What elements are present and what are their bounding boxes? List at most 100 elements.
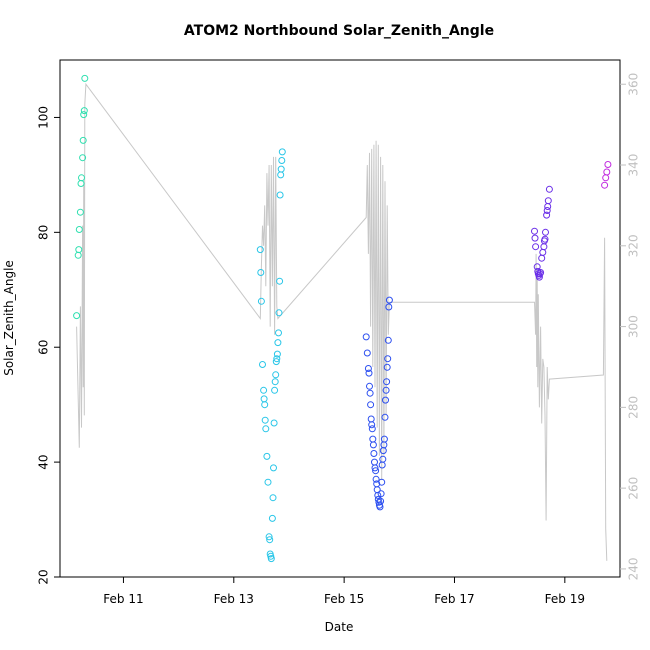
x-tick-label: Feb 17 [434, 592, 474, 606]
data-point-series-2 [260, 395, 268, 403]
data-point-series-3 [372, 475, 380, 483]
data-point-series-3 [374, 491, 382, 499]
data-point-series-3 [385, 296, 393, 304]
data-point-series-3 [366, 389, 374, 397]
data-point-series-4 [542, 228, 549, 236]
data-point-series-2 [272, 358, 280, 366]
data-point-series-5 [604, 161, 612, 168]
data-point-series-4 [544, 197, 552, 205]
data-point-series-3 [379, 455, 387, 463]
data-point-series-2 [276, 277, 284, 285]
data-point-series-2 [275, 329, 282, 337]
data-point-series-2 [270, 464, 277, 472]
data-point-series-3 [369, 435, 377, 443]
y-axis-title: Solar_Zenith_Angle [2, 260, 16, 376]
data-point-series-2 [273, 355, 281, 363]
data-point-series-4 [541, 235, 549, 243]
y-tick-label: 20 [37, 569, 51, 584]
data-point-series-3 [371, 464, 379, 472]
data-point-series-1 [75, 226, 83, 233]
data-point-series-3 [383, 363, 391, 371]
data-point-series-4 [543, 211, 551, 219]
data-point-series-4 [540, 243, 548, 251]
data-point-series-5 [603, 168, 611, 176]
data-point-series-1 [74, 251, 82, 259]
data-point-series-3 [369, 441, 377, 449]
data-point-series-3 [362, 333, 370, 341]
data-point-series-2 [262, 425, 270, 433]
data-point-series-3 [383, 378, 391, 386]
track-line [76, 82, 608, 561]
data-point-series-4 [537, 269, 545, 276]
data-point-series-2 [273, 350, 281, 358]
gps-track-line [76, 82, 608, 561]
data-point-series-2 [278, 148, 286, 156]
data-point-series-1 [81, 74, 89, 82]
x-tick-label: Feb 11 [103, 592, 143, 606]
y-tick-label: 40 [37, 454, 51, 469]
data-point-series-2 [257, 297, 265, 305]
data-point-series-3 [366, 382, 373, 390]
data-point-series-1 [80, 111, 88, 119]
data-point-series-3 [380, 435, 388, 443]
data-point-series-3 [363, 349, 371, 357]
data-point-series-2 [271, 378, 279, 386]
data-point-series-2 [263, 452, 271, 460]
data-point-series-4 [531, 227, 538, 235]
data-point-series-5 [602, 174, 610, 182]
data-point-series-1 [79, 154, 87, 162]
data-point-series-2 [261, 416, 269, 424]
data-point-series-4 [538, 254, 546, 262]
y2-tick-label: 300 [627, 315, 641, 338]
data-point-series-4 [544, 203, 552, 210]
data-point-series-4 [533, 263, 541, 271]
data-point-series-2 [270, 419, 278, 427]
data-point-series-2 [272, 371, 280, 379]
x-tick-label: Feb 15 [324, 592, 364, 606]
data-point-series-1 [79, 136, 87, 144]
data-point-series-2 [268, 514, 276, 522]
data-point-series-3 [382, 386, 390, 394]
y-tick-label: 80 [37, 225, 51, 240]
data-point-series-1 [77, 180, 85, 187]
data-point-series-2 [269, 494, 277, 502]
x-tick-label: Feb 19 [545, 592, 585, 606]
y-tick-label: 60 [37, 340, 51, 355]
data-point-series-1 [73, 312, 81, 320]
data-point-series-1 [76, 208, 84, 216]
data-point-series-4 [532, 243, 540, 251]
data-point-series-2 [265, 533, 273, 541]
data-point-series-3 [372, 467, 380, 475]
data-point-series-3 [371, 458, 378, 466]
data-point-series-3 [378, 478, 386, 486]
data-point-series-4 [545, 185, 553, 193]
data-point-series-2 [260, 386, 268, 394]
data-point-series-3 [377, 497, 385, 505]
data-point-series-2 [271, 386, 279, 394]
data-point-series-2 [267, 555, 275, 563]
y2-tick-label: 240 [627, 557, 641, 580]
data-point-series-2 [266, 536, 274, 544]
data-point-series-4 [543, 207, 551, 214]
x-tick-label: Feb 13 [214, 592, 254, 606]
y2-tick-label: 360 [627, 73, 641, 96]
y-axis-left: 20 40 60 80 100 [37, 106, 60, 585]
data-point-series-3 [377, 490, 385, 498]
y-tick-label: 100 [37, 106, 51, 129]
y-axis-right: 240 260 280 300 320 340 360 [620, 73, 641, 580]
y2-tick-label: 340 [627, 154, 641, 177]
chart-title: ATOM2 Northbound Solar_Zenith_Angle [184, 23, 494, 39]
data-point-series-2 [256, 246, 264, 254]
data-point-series-2 [278, 157, 286, 164]
data-point-series-5 [601, 181, 609, 189]
data-point-series-1 [80, 107, 88, 115]
x-axis: Feb 11 Feb 13 Feb 15 Feb 17 Feb 19 [103, 577, 585, 606]
y2-tick-label: 260 [627, 477, 641, 500]
data-point-series-2 [274, 339, 282, 347]
data-points [73, 74, 612, 563]
data-point-series-2 [257, 269, 265, 276]
data-point-series-2 [276, 191, 284, 199]
x-axis-title: Date [325, 620, 354, 634]
data-point-series-3 [365, 369, 373, 377]
